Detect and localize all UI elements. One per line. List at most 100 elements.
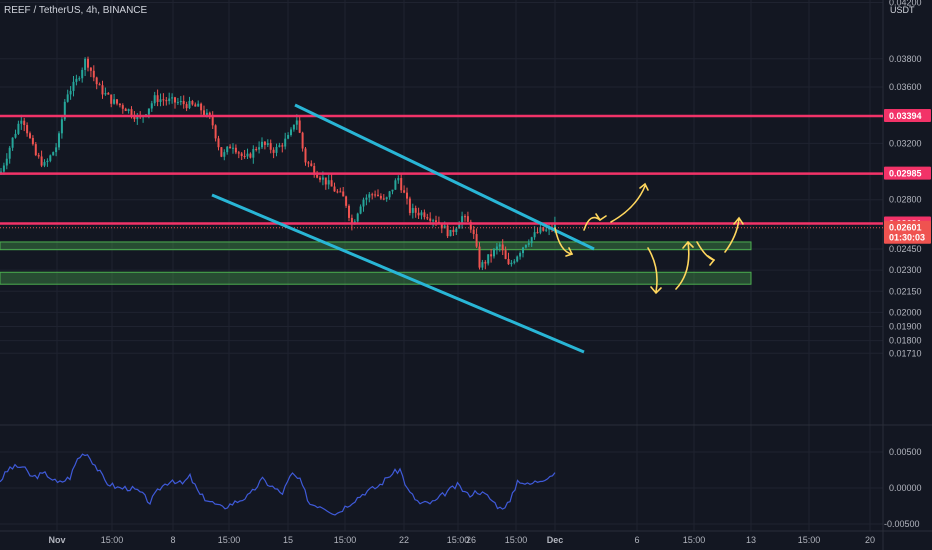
candle-body <box>406 192 408 199</box>
candle <box>504 246 507 260</box>
candle-body <box>113 99 116 104</box>
candle <box>188 96 191 110</box>
candle-body <box>542 227 545 231</box>
candle-body <box>234 147 237 153</box>
candle <box>69 86 72 100</box>
candle <box>171 93 174 104</box>
candle-body <box>356 213 359 222</box>
candle <box>165 97 168 106</box>
candle <box>513 259 516 265</box>
candle-body <box>92 70 95 78</box>
candle <box>475 228 478 249</box>
candle-body <box>516 256 519 262</box>
candle <box>269 139 272 154</box>
candle-body <box>490 254 493 257</box>
price-tick-label: 0.02300 <box>889 265 922 275</box>
candle-body <box>229 146 232 149</box>
candle <box>194 102 197 107</box>
candle-body <box>330 180 333 187</box>
candle-body <box>52 152 55 156</box>
candle <box>58 131 60 151</box>
candle <box>519 251 522 260</box>
candle-body <box>284 138 287 147</box>
candle-body <box>408 198 411 213</box>
time-tick-label: 6 <box>634 535 639 545</box>
candle <box>258 141 261 154</box>
candle-body <box>11 137 14 148</box>
candle-body <box>176 102 179 104</box>
projection-arrow <box>595 213 607 222</box>
candle-body <box>31 137 34 145</box>
candle <box>14 129 17 139</box>
candle <box>359 204 362 215</box>
candle <box>278 142 281 148</box>
candle <box>223 149 226 161</box>
candle <box>246 148 249 160</box>
candle-body <box>240 153 243 157</box>
candle <box>495 243 498 255</box>
candle-body <box>272 149 275 153</box>
candle-body <box>519 253 522 257</box>
time-tick-label: 20 <box>865 535 875 545</box>
time-tick-label: 22 <box>399 535 409 545</box>
candle <box>60 116 63 139</box>
candle <box>43 159 46 168</box>
candle-body <box>261 141 263 148</box>
candle <box>423 209 426 220</box>
candle-body <box>333 186 336 192</box>
candle <box>150 100 153 112</box>
projection-arrow <box>682 240 694 249</box>
candle-body <box>403 190 406 193</box>
time-tick-label: 15:00 <box>447 535 470 545</box>
candle-body <box>226 146 229 153</box>
candle-body <box>95 77 98 85</box>
candle-body <box>23 120 26 126</box>
candle-body <box>292 124 295 130</box>
candle <box>127 108 130 114</box>
candle <box>313 162 316 178</box>
candle-body <box>449 229 452 237</box>
candle-body <box>432 220 435 222</box>
candle <box>179 96 182 106</box>
candle-body <box>507 258 510 265</box>
price-tick-label: 0.02800 <box>889 195 922 205</box>
candle <box>304 146 307 166</box>
candle <box>40 150 43 168</box>
candle <box>368 192 371 203</box>
channel-upper-line <box>294 103 595 251</box>
candle-body <box>397 178 400 181</box>
candle <box>275 143 278 157</box>
candle <box>417 207 420 219</box>
candle-body <box>446 225 449 237</box>
candle-body <box>214 125 217 139</box>
candle-body <box>269 143 272 150</box>
candle <box>472 225 475 239</box>
candle-body <box>49 155 52 161</box>
candle <box>464 214 466 222</box>
price-tick-label: 0.01800 <box>889 336 922 346</box>
candle-body <box>455 228 458 233</box>
candle <box>20 114 23 130</box>
candle-body <box>394 180 397 190</box>
candle-body <box>339 191 342 193</box>
projection-arrow <box>639 182 649 191</box>
candle <box>5 153 8 170</box>
candle-body <box>255 148 258 150</box>
candle <box>255 146 258 152</box>
candle-body <box>466 216 469 222</box>
candle <box>388 190 391 200</box>
candle <box>446 224 449 239</box>
price-tick-label: 0.03200 <box>889 138 922 148</box>
candle <box>240 152 243 160</box>
candle-body <box>359 206 362 214</box>
candle <box>182 95 185 109</box>
candle-body <box>179 100 182 103</box>
candle-body <box>81 69 84 79</box>
candle-body <box>223 152 226 157</box>
candle <box>336 189 339 194</box>
time-tick-label: Dec <box>547 535 564 545</box>
candles <box>0 56 556 271</box>
candle-body <box>461 216 464 225</box>
candle <box>461 211 464 229</box>
